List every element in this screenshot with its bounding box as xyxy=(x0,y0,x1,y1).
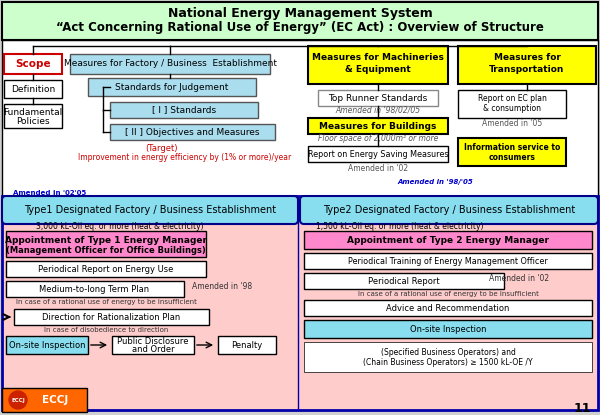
Text: “Act Concerning Rational Use of Energy” (EC Act) : Overview of Structure: “Act Concerning Rational Use of Energy” … xyxy=(56,22,544,34)
FancyBboxPatch shape xyxy=(6,336,88,354)
Text: ECCJ: ECCJ xyxy=(11,398,25,403)
FancyBboxPatch shape xyxy=(2,196,298,224)
Text: Scope: Scope xyxy=(15,59,51,69)
FancyBboxPatch shape xyxy=(112,336,194,354)
FancyBboxPatch shape xyxy=(110,124,275,140)
FancyBboxPatch shape xyxy=(304,253,592,269)
FancyBboxPatch shape xyxy=(2,196,598,410)
FancyBboxPatch shape xyxy=(218,336,276,354)
Text: 1,500 kL-Oil eq. or more (heat & electricity): 1,500 kL-Oil eq. or more (heat & electri… xyxy=(316,222,484,230)
Text: Type2 Designated Factory / Business Establishment: Type2 Designated Factory / Business Esta… xyxy=(323,205,575,215)
Text: Amended in '02: Amended in '02 xyxy=(489,273,549,283)
FancyBboxPatch shape xyxy=(14,309,209,325)
FancyBboxPatch shape xyxy=(4,54,62,74)
Text: Periodical Report: Periodical Report xyxy=(368,276,440,286)
Text: Periodical Training of Energy Management Officer: Periodical Training of Energy Management… xyxy=(348,256,548,266)
FancyBboxPatch shape xyxy=(2,2,598,40)
Text: Fundamental: Fundamental xyxy=(4,107,62,117)
FancyBboxPatch shape xyxy=(304,273,504,289)
Text: National Energy Management System: National Energy Management System xyxy=(167,7,433,20)
Text: 3,000 kL-Oil eq. or more (heat & electricity): 3,000 kL-Oil eq. or more (heat & electri… xyxy=(36,222,204,230)
Text: In case of a rational use of energy to be insufficient: In case of a rational use of energy to b… xyxy=(16,299,196,305)
Text: On-site Inspection: On-site Inspection xyxy=(9,340,85,349)
Text: Public Disclosure: Public Disclosure xyxy=(117,337,189,346)
Text: In case of disobedience to direction: In case of disobedience to direction xyxy=(44,327,168,333)
FancyBboxPatch shape xyxy=(304,320,592,338)
Text: Amended in '98: Amended in '98 xyxy=(192,281,252,290)
Text: Amended in '02: Amended in '02 xyxy=(348,164,408,173)
FancyBboxPatch shape xyxy=(70,54,270,74)
FancyBboxPatch shape xyxy=(6,281,184,297)
FancyBboxPatch shape xyxy=(88,78,256,96)
FancyBboxPatch shape xyxy=(4,80,62,98)
Text: Standards for Judgement: Standards for Judgement xyxy=(115,83,229,91)
Text: Amended in '98/02/05: Amended in '98/02/05 xyxy=(335,105,421,115)
Text: Policies: Policies xyxy=(16,117,50,125)
FancyBboxPatch shape xyxy=(458,90,566,118)
Text: Amended in '98/'05: Amended in '98/'05 xyxy=(397,179,473,185)
Text: Advice and Recommendation: Advice and Recommendation xyxy=(386,303,509,312)
Text: Definition: Definition xyxy=(11,85,55,93)
Text: ECCJ: ECCJ xyxy=(42,395,68,405)
Text: Type1 Designated Factory / Business Establishment: Type1 Designated Factory / Business Esta… xyxy=(24,205,276,215)
Text: consumers: consumers xyxy=(488,152,535,161)
FancyBboxPatch shape xyxy=(110,102,258,118)
Text: and Order: and Order xyxy=(131,344,175,354)
Text: Amended in '05: Amended in '05 xyxy=(482,119,542,127)
Text: & consumption: & consumption xyxy=(483,103,541,112)
FancyBboxPatch shape xyxy=(308,146,448,162)
FancyBboxPatch shape xyxy=(2,388,87,412)
FancyBboxPatch shape xyxy=(318,90,438,106)
Circle shape xyxy=(9,391,27,409)
FancyBboxPatch shape xyxy=(458,138,566,166)
Text: Measures for: Measures for xyxy=(494,54,560,63)
Text: Top Runner Standards: Top Runner Standards xyxy=(328,93,428,103)
Text: Transportation: Transportation xyxy=(490,66,565,75)
Text: & Equipment: & Equipment xyxy=(345,66,411,75)
Text: Improvement in energy efficiency by (1% or more)/year: Improvement in energy efficiency by (1% … xyxy=(79,152,292,161)
Text: Periodical Report on Energy Use: Periodical Report on Energy Use xyxy=(38,264,173,273)
Text: [ I ] Standards: [ I ] Standards xyxy=(152,105,216,115)
Text: Penalty: Penalty xyxy=(232,340,263,349)
Text: Medium-to-long Term Plan: Medium-to-long Term Plan xyxy=(39,285,149,293)
FancyBboxPatch shape xyxy=(6,231,206,257)
Text: (Specified Business Operators) and: (Specified Business Operators) and xyxy=(380,347,515,356)
Text: [ II ] Objectives and Measures: [ II ] Objectives and Measures xyxy=(125,127,259,137)
Text: On-site Inspection: On-site Inspection xyxy=(410,325,486,334)
Text: Report on EC plan: Report on EC plan xyxy=(478,93,547,103)
Text: Appointment of Type 2 Energy Manager: Appointment of Type 2 Energy Manager xyxy=(347,235,549,244)
Text: Measures for Machineries: Measures for Machineries xyxy=(312,54,444,63)
FancyBboxPatch shape xyxy=(2,40,598,205)
FancyBboxPatch shape xyxy=(308,46,448,84)
Text: In case of a rational use of energy to be insufficient: In case of a rational use of energy to b… xyxy=(358,291,538,297)
FancyBboxPatch shape xyxy=(6,261,206,277)
Text: (Target): (Target) xyxy=(146,144,178,152)
Text: Appointment of Type 1 Energy Manager: Appointment of Type 1 Energy Manager xyxy=(5,235,207,244)
Text: Measures for Buildings: Measures for Buildings xyxy=(319,122,437,130)
Text: Measures for Factory / Business  Establishment: Measures for Factory / Business Establis… xyxy=(64,59,277,68)
Text: (Management Officer for Office Buildings): (Management Officer for Office Buildings… xyxy=(6,246,206,254)
Text: Report on Energy Saving Measures: Report on Energy Saving Measures xyxy=(308,149,448,159)
Text: Amended in '02'05: Amended in '02'05 xyxy=(13,190,86,196)
FancyBboxPatch shape xyxy=(308,118,448,134)
FancyBboxPatch shape xyxy=(458,46,596,84)
Text: (Chain Business Operators) ≥ 1500 kL-OE /Y: (Chain Business Operators) ≥ 1500 kL-OE … xyxy=(363,357,533,366)
Text: 11: 11 xyxy=(573,401,591,415)
FancyBboxPatch shape xyxy=(304,342,592,372)
Text: Direction for Rationalization Plan: Direction for Rationalization Plan xyxy=(42,312,180,322)
Text: Floor space of 2,000m² or more: Floor space of 2,000m² or more xyxy=(318,134,438,142)
FancyBboxPatch shape xyxy=(4,104,62,128)
Text: Information service to: Information service to xyxy=(464,142,560,151)
FancyBboxPatch shape xyxy=(300,196,598,224)
FancyBboxPatch shape xyxy=(304,300,592,316)
FancyBboxPatch shape xyxy=(304,231,592,249)
